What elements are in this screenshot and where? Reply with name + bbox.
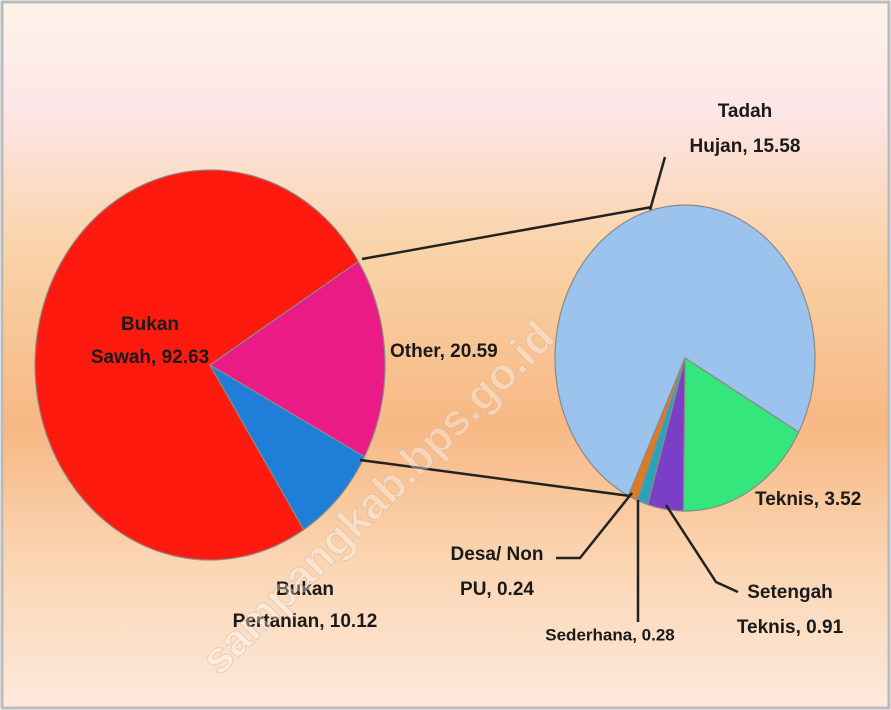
leader-line <box>556 492 633 560</box>
pie-slice <box>554 204 816 497</box>
connector <box>361 205 653 261</box>
slice-label: Pertanian, 10.12 <box>233 611 378 632</box>
slice-label: Hujan, 15.58 <box>690 136 801 157</box>
slice-label: Bukan <box>276 579 334 600</box>
pie-slice <box>34 169 360 561</box>
leader-line <box>664 504 739 594</box>
slice-label: Teknis, 3.52 <box>755 489 861 510</box>
slice-label: Desa/ Non <box>451 544 544 565</box>
slice-label: Other, 20.59 <box>390 341 498 362</box>
connector <box>359 458 631 498</box>
pie-slice <box>208 363 366 531</box>
slice-label: PU, 0.24 <box>460 579 534 600</box>
slice-label: Bukan <box>121 314 179 335</box>
slice-label: Sederhana, 0.28 <box>545 625 674 644</box>
pie-slice <box>208 260 386 458</box>
slice-label: Teknis, 0.91 <box>737 617 844 638</box>
slice-label: Sawah, 92.63 <box>91 347 209 368</box>
slice-label: Tadah <box>718 101 773 122</box>
slice-label: Setengah <box>747 582 833 603</box>
pie-slice <box>682 356 800 512</box>
leader-line <box>648 156 667 211</box>
slices <box>34 169 816 561</box>
